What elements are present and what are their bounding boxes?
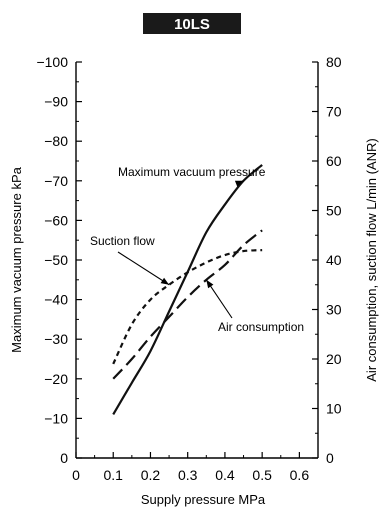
y-left-tick-label: −80 xyxy=(44,133,68,149)
x-tick-label: 0.6 xyxy=(290,467,310,483)
y-left-tick-label: −30 xyxy=(44,331,68,347)
y-right-tick-label: 70 xyxy=(326,104,342,120)
y-left-tick-label: −60 xyxy=(44,212,68,228)
suction-flow-line xyxy=(112,249,263,365)
y-right-tick-label: 50 xyxy=(326,203,342,219)
x-tick-label: 0.5 xyxy=(252,467,272,483)
x-axis-label: Supply pressure MPa xyxy=(141,492,266,507)
annotation-arrowhead xyxy=(160,277,170,285)
y-left-tick-label: −40 xyxy=(44,292,68,308)
y-axis-right-label: Air consumption, suction flow L/min (ANR… xyxy=(364,138,379,381)
annotation-arrow xyxy=(117,251,170,286)
y-right-tick-label: 10 xyxy=(326,401,342,417)
x-tick-label: 0 xyxy=(72,467,80,483)
y-axis-left-label: Maximum vacuum pressure kPa xyxy=(9,166,24,352)
x-tick-label: 0.1 xyxy=(103,467,123,483)
y-left-tick-label: 0 xyxy=(60,450,68,466)
y-right-tick-label: 80 xyxy=(326,54,342,70)
annotation-air-consumption: Air consumption xyxy=(218,320,304,334)
x-tick-label: 0.4 xyxy=(215,467,235,483)
y-right-tick-label: 0 xyxy=(326,450,334,466)
y-right-tick-label: 30 xyxy=(326,302,342,318)
y-left-tick-label: −100 xyxy=(36,54,68,70)
annotation-arrowhead xyxy=(234,180,244,187)
y-left-tick-label: −70 xyxy=(44,173,68,189)
maximum-vacuum-pressure-line xyxy=(112,164,263,415)
y-left-tick-label: −10 xyxy=(44,410,68,426)
x-tick-label: 0.3 xyxy=(178,467,198,483)
y-right-tick-label: 20 xyxy=(326,351,342,367)
air-consumption-line xyxy=(112,229,263,380)
title-badge xyxy=(143,13,241,34)
annotation-suction-flow: Suction flow xyxy=(90,234,155,248)
y-left-tick-label: −90 xyxy=(44,94,68,110)
chart-title: 10LS xyxy=(174,16,210,33)
y-left-tick-label: −50 xyxy=(44,252,68,268)
annotation-arrowhead xyxy=(206,279,214,289)
x-tick-label: 0.2 xyxy=(141,467,161,483)
y-right-tick-label: 40 xyxy=(326,252,342,268)
y-left-tick-label: −20 xyxy=(44,371,68,387)
annotation-maximum-vacuum-pressure: Maximum vacuum pressure xyxy=(118,165,266,179)
y-right-tick-label: 60 xyxy=(326,153,342,169)
